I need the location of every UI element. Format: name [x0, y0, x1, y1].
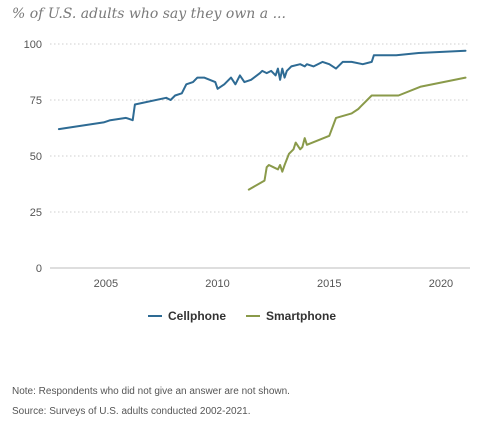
legend-label-cellphone: Cellphone: [168, 309, 226, 323]
chart-title: % of U.S. adults who say they own a ...: [12, 6, 286, 22]
y-tick-label-25: 25: [30, 207, 42, 219]
legend-label-smartphone: Smartphone: [266, 309, 336, 323]
y-tick-label-100: 100: [24, 39, 42, 51]
note-text: Note: Respondents who did not give an an…: [12, 386, 290, 397]
series-line-smartphone: [247, 76, 467, 191]
y-tick-label-0: 0: [36, 263, 42, 275]
x-tick-label-2010: 2010: [205, 278, 229, 290]
series-line-cellphone: [57, 49, 467, 131]
line-chart: 0 25 50 75 100 2005 2010 2015 2020 Cellphone Smart…: [24, 39, 470, 323]
source-text: Source: Surveys of U.S. adults conducted…: [12, 406, 251, 417]
y-tick-label-75: 75: [30, 95, 42, 107]
x-tick-label-2005: 2005: [94, 278, 118, 290]
x-tick-label-2015: 2015: [317, 278, 341, 290]
x-tick-label-2020: 2020: [429, 278, 453, 290]
y-tick-label-50: 50: [30, 151, 42, 163]
